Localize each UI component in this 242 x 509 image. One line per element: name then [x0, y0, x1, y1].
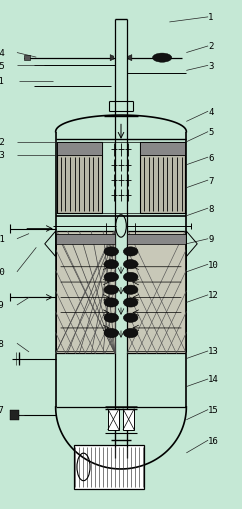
Ellipse shape — [123, 314, 138, 323]
Ellipse shape — [104, 298, 119, 307]
Ellipse shape — [104, 286, 119, 295]
Ellipse shape — [104, 260, 119, 269]
Text: 10: 10 — [208, 260, 219, 269]
Bar — [140, 143, 185, 214]
Bar — [108, 409, 119, 430]
Text: 23: 23 — [0, 151, 5, 160]
Text: 14: 14 — [208, 375, 219, 384]
Text: 7: 7 — [208, 176, 213, 185]
Text: 3: 3 — [208, 62, 213, 71]
Text: 19: 19 — [0, 301, 5, 310]
Text: 1: 1 — [208, 13, 213, 22]
Bar — [24, 56, 30, 61]
Bar — [123, 409, 134, 430]
Polygon shape — [110, 55, 114, 62]
Bar — [127, 232, 186, 354]
Text: 2: 2 — [208, 42, 213, 51]
Bar — [57, 143, 102, 155]
Bar — [57, 143, 102, 214]
Ellipse shape — [123, 247, 138, 257]
Ellipse shape — [123, 298, 138, 307]
Ellipse shape — [152, 54, 172, 63]
Text: 17: 17 — [0, 405, 5, 414]
Ellipse shape — [123, 286, 138, 295]
Text: 22: 22 — [0, 138, 5, 147]
Text: 6: 6 — [208, 153, 213, 162]
Ellipse shape — [123, 273, 138, 282]
Text: 11: 11 — [0, 77, 5, 86]
Text: 8: 8 — [208, 204, 213, 213]
Ellipse shape — [104, 314, 119, 323]
Polygon shape — [128, 55, 132, 62]
Text: 24: 24 — [0, 49, 5, 58]
Ellipse shape — [123, 260, 138, 269]
Bar — [140, 143, 185, 155]
Text: 18: 18 — [0, 339, 5, 348]
Ellipse shape — [104, 329, 119, 338]
Text: 15: 15 — [208, 405, 219, 414]
Ellipse shape — [104, 247, 119, 257]
Text: 9: 9 — [208, 235, 213, 244]
Text: 16: 16 — [208, 436, 219, 445]
Text: 12: 12 — [208, 291, 219, 300]
Bar — [10, 410, 19, 420]
Ellipse shape — [104, 273, 119, 282]
Text: 25: 25 — [0, 62, 5, 71]
Text: 21: 21 — [0, 235, 5, 244]
Text: 4: 4 — [208, 107, 213, 117]
Text: 20: 20 — [0, 268, 5, 277]
Bar — [56, 234, 115, 244]
Bar — [56, 232, 115, 354]
Bar — [127, 234, 186, 244]
Text: 5: 5 — [208, 128, 213, 137]
Ellipse shape — [123, 329, 138, 338]
Bar — [74, 445, 144, 489]
Text: 13: 13 — [208, 347, 219, 356]
